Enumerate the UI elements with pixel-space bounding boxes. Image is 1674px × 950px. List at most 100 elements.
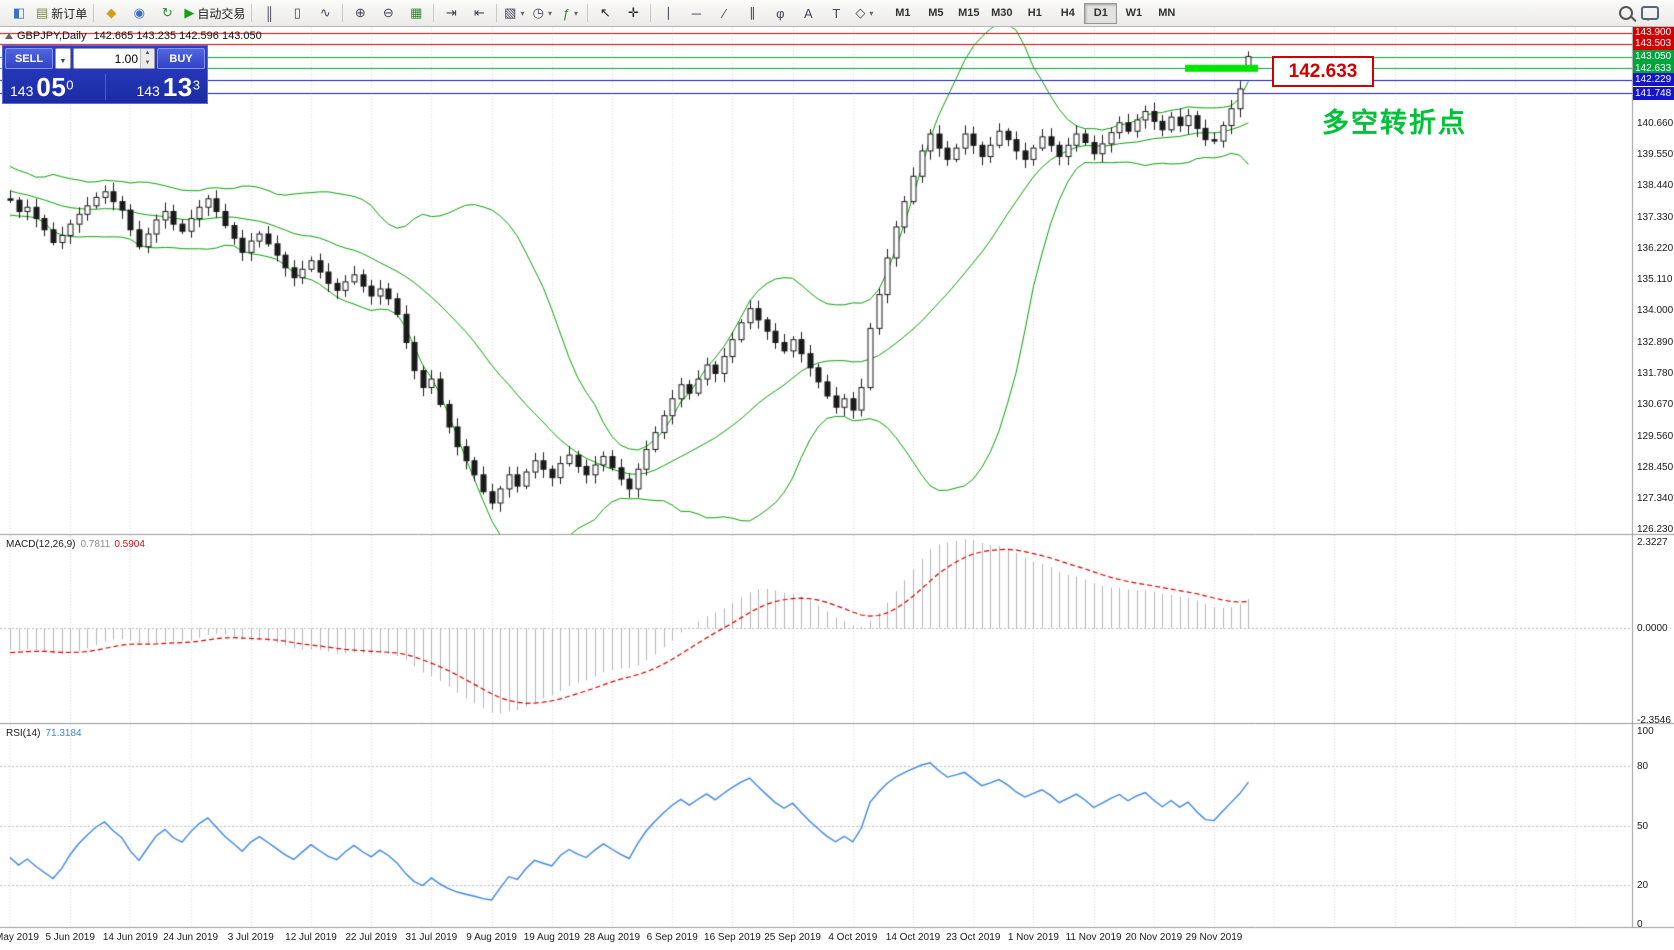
date-axis-label: 24 Jun 2019 <box>163 932 219 943</box>
volume-input[interactable] <box>74 49 154 68</box>
profiles-icon[interactable]: ◉ <box>125 2 153 25</box>
date-axis-label: 22 Jul 2019 <box>345 932 398 943</box>
indicators-icon: ƒ <box>562 5 570 21</box>
toolbar: ◧▤新订单 ◆ ◉ ↻ ▶自动交易 ║ ▯ ∿ ⊕ ⊖ ▦ ⇥⇤ ▧ ◷ ƒ ↖✛ ∣ ─ ∕∥ φAT ◇ M1 M5 M1… <box>0 0 1674 27</box>
price-tick-label: 140.660 <box>1637 117 1674 129</box>
arrow-label-icon[interactable]: T <box>822 2 850 25</box>
auto-scroll-icon[interactable]: ⇥ <box>437 2 465 25</box>
sell-button[interactable]: SELL <box>5 48 53 69</box>
chart-symbol-period: GBPJPY,Daily <box>17 30 87 42</box>
timeframe-m1[interactable]: M1 <box>895 7 911 19</box>
ask-subpip: 3 <box>192 77 200 93</box>
timeframe-h1[interactable]: H1 <box>1027 7 1042 19</box>
horizontal-line-icon: ─ <box>691 5 701 21</box>
channel-icon[interactable]: ∥ <box>738 2 766 25</box>
timeframe-mn[interactable]: MN <box>1158 7 1176 19</box>
bid-price[interactable]: 143 050 <box>3 72 105 103</box>
price-tick-label: 139.550 <box>1637 149 1674 161</box>
ask-prefix: 143 <box>136 82 160 99</box>
volume-up-button[interactable] <box>141 49 154 59</box>
one-click-prices: 143 050 143 133 <box>3 71 207 103</box>
price-tick-label: 134.000 <box>1637 305 1674 317</box>
line-chart-icon[interactable]: ∿ <box>311 2 339 25</box>
timeframe-w1[interactable]: W1 <box>1125 7 1143 19</box>
price-tick-label: 136.220 <box>1637 242 1674 254</box>
text-icon[interactable]: A <box>794 2 822 25</box>
cursor-icon[interactable]: ↖ <box>591 2 619 25</box>
refresh-icon[interactable]: ↻ <box>153 2 181 25</box>
timeframe-m15[interactable]: M15 <box>958 7 980 19</box>
date-axis-label: 27 May 2019 <box>0 932 39 943</box>
periods-icon: ◷ <box>532 5 544 20</box>
price-tick-label: 135.110 <box>1637 274 1673 286</box>
timeframe-d1[interactable]: D1 <box>1084 2 1118 24</box>
search-icon[interactable] <box>1619 6 1633 20</box>
chat-icon[interactable] <box>1641 6 1659 21</box>
rsi-indicator-name: RSI(14) <box>6 728 41 739</box>
rsi-tick-label: 80 <box>1637 761 1649 773</box>
indicators-icon[interactable]: ƒ <box>556 2 584 25</box>
volume-down-button[interactable] <box>141 58 154 68</box>
line-chart-icon: ∿ <box>319 5 331 20</box>
macd-indicator-name: MACD(12,26,9) <box>6 539 76 550</box>
timeframe-m30[interactable]: M30 <box>991 7 1013 19</box>
symbols-icon: ◆ <box>106 5 117 20</box>
candlestick-chart-icon[interactable]: ▯ <box>283 2 311 25</box>
bid-subpip: 0 <box>66 77 74 93</box>
date-axis-label: 16 Sep 2019 <box>704 932 761 943</box>
vertical-line-icon[interactable]: ∣ <box>654 2 682 25</box>
shapes-icon[interactable]: ◇ <box>850 2 878 25</box>
zoom-in-icon[interactable]: ⊕ <box>346 2 374 25</box>
toolbar-separator <box>342 4 344 22</box>
date-axis-label: 23 Oct 2019 <box>945 932 1001 943</box>
date-axis-label: 4 Oct 2019 <box>828 932 878 943</box>
profiles-icon: ◉ <box>133 5 145 20</box>
price-tick-label: 126.230 <box>1637 524 1674 536</box>
rsi-tick-label: 20 <box>1637 879 1649 891</box>
tile-windows-icon[interactable]: ▦ <box>402 2 430 25</box>
refresh-icon: ↻ <box>161 5 173 20</box>
toolbar-separator <box>650 4 652 22</box>
ask-price[interactable]: 143 133 <box>106 72 208 103</box>
candlestick-chart-icon: ▯ <box>293 5 301 20</box>
chart-shift-icon[interactable]: ⇤ <box>465 2 493 25</box>
date-axis-label: 1 Nov 2019 <box>1007 932 1059 943</box>
bar-chart-icon: ║ <box>264 5 274 21</box>
autotrading-button[interactable]: ▶ 自动交易 <box>181 2 248 25</box>
timeframe-h4[interactable]: H4 <box>1060 7 1075 19</box>
volume-preset-dropdown[interactable] <box>55 48 71 69</box>
crosshair-icon[interactable]: ✛ <box>619 2 647 25</box>
trendline-icon[interactable]: ∕ <box>710 2 738 25</box>
price-callout[interactable]: 142.633 <box>1272 56 1374 87</box>
bid-prefix: 143 <box>10 82 34 99</box>
rsi-tick-label: 50 <box>1637 820 1649 832</box>
symbols-icon[interactable]: ◆ <box>97 2 125 25</box>
bar-chart-icon[interactable]: ║ <box>255 2 283 25</box>
new-order-button[interactable]: ▤ 新订单 <box>33 2 90 25</box>
date-axis-label: 12 Jul 2019 <box>285 932 337 943</box>
price-tick-label: 130.670 <box>1637 399 1674 411</box>
buy-button[interactable]: BUY <box>157 48 205 69</box>
date-axis-label: 6 Sep 2019 <box>646 932 698 943</box>
collapse-arrow-icon[interactable] <box>5 33 13 39</box>
toolbar-separator <box>93 4 95 22</box>
timeframe-m5[interactable]: M5 <box>928 7 944 19</box>
new-chart-icon: ▧ <box>504 5 517 20</box>
chart-title: GBPJPY,Daily 142.665 143.235 142.596 143.… <box>17 30 262 42</box>
horizontal-line-icon[interactable]: ─ <box>682 2 710 25</box>
shapes-icon: ◇ <box>855 5 866 20</box>
fibonacci-icon[interactable]: φ <box>766 2 794 25</box>
zoom-in-icon: ⊕ <box>354 5 366 20</box>
terminal-icon[interactable]: ◧ <box>5 2 33 25</box>
chart-annotation: 多空转折点 <box>1322 108 1467 138</box>
periods-icon[interactable]: ◷ <box>528 2 556 25</box>
bid-pips: 05 <box>36 71 67 102</box>
new-chart-icon[interactable]: ▧ <box>500 2 528 25</box>
zoom-out-icon[interactable]: ⊖ <box>374 2 402 25</box>
price-divider <box>104 74 106 100</box>
fibonacci-icon: φ <box>776 5 785 21</box>
tile-windows-icon: ▦ <box>410 5 423 20</box>
